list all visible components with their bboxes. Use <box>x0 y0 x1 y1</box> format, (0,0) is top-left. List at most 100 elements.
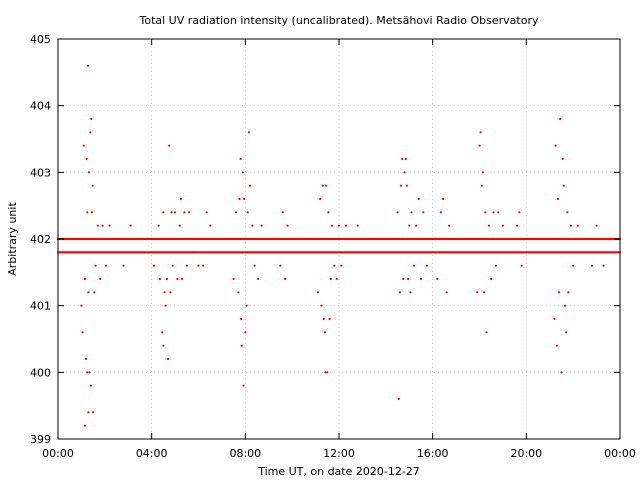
x-tick-label: 04:00 <box>136 447 168 460</box>
data-point <box>171 264 174 267</box>
data-point <box>325 184 328 187</box>
data-point <box>87 411 90 414</box>
data-point <box>408 224 411 227</box>
data-point <box>257 277 260 281</box>
data-point <box>476 291 479 294</box>
data-point <box>447 224 451 227</box>
data-point <box>417 197 420 201</box>
data-point <box>209 224 212 227</box>
data-point <box>202 264 205 267</box>
data-point <box>168 144 171 147</box>
data-point <box>319 197 322 201</box>
data-point <box>560 371 563 374</box>
data-point <box>238 197 241 201</box>
data-point <box>425 264 428 267</box>
data-point <box>324 371 327 374</box>
data-point <box>563 304 567 307</box>
data-point <box>129 224 132 227</box>
data-point <box>330 224 334 227</box>
data-point <box>104 264 108 267</box>
data-point <box>515 224 519 227</box>
data-point <box>402 277 405 281</box>
data-point <box>415 224 418 227</box>
data-point <box>484 211 487 214</box>
y-tick-label: 399 <box>30 433 51 446</box>
data-point <box>326 371 329 374</box>
data-point <box>480 184 483 187</box>
data-point <box>410 211 413 214</box>
data-point <box>91 184 94 187</box>
data-point <box>188 211 191 214</box>
data-point <box>158 277 161 281</box>
data-point <box>490 277 493 281</box>
data-point <box>122 264 125 267</box>
data-point <box>86 64 90 67</box>
y-tick-label: 401 <box>30 300 51 313</box>
data-point <box>602 264 605 267</box>
data-point <box>87 291 90 294</box>
data-point <box>558 291 561 294</box>
data-point <box>85 357 88 361</box>
data-point <box>163 291 166 294</box>
data-point <box>170 211 173 214</box>
data-point <box>87 171 91 174</box>
data-point <box>164 304 167 307</box>
data-point <box>335 277 338 281</box>
data-point <box>322 317 325 321</box>
data-point <box>83 277 87 281</box>
data-point <box>333 264 336 267</box>
data-point <box>439 211 442 214</box>
data-point <box>520 264 523 267</box>
data-point <box>328 317 331 321</box>
data-point <box>165 277 168 281</box>
data-point <box>245 304 248 307</box>
data-point <box>179 197 183 201</box>
data-point <box>101 224 104 227</box>
data-point <box>494 264 497 267</box>
data-point <box>232 277 235 281</box>
data-point <box>243 197 246 201</box>
data-point <box>483 291 486 294</box>
data-point <box>90 117 93 121</box>
y-tick-label: 403 <box>30 166 51 179</box>
data-point <box>401 157 404 161</box>
data-point <box>320 304 323 307</box>
x-tick-label: 12:00 <box>323 447 355 460</box>
data-point <box>559 117 562 121</box>
data-point <box>404 157 407 161</box>
data-point <box>590 264 594 267</box>
data-point <box>178 224 181 227</box>
data-point <box>94 264 97 267</box>
y-tick-label: 400 <box>30 366 51 379</box>
data-point <box>173 211 177 214</box>
x-axis-label: Time UT, on date 2020-12-27 <box>257 465 420 478</box>
data-point <box>192 251 195 254</box>
data-point <box>329 277 332 281</box>
data-point <box>234 211 238 214</box>
data-point <box>344 224 348 227</box>
data-point <box>572 264 575 267</box>
data-point <box>565 331 568 334</box>
data-point <box>286 224 289 227</box>
data-point <box>242 384 245 387</box>
data-point <box>253 264 256 267</box>
data-point <box>240 317 243 321</box>
data-point <box>279 264 282 267</box>
data-point <box>93 291 96 294</box>
axis-ticks: 00:00 04:00 08:00 12:00 16:00 20:00 00:0039940… <box>30 33 636 460</box>
data-point <box>485 331 488 334</box>
data-point <box>247 131 250 134</box>
data-point <box>83 424 87 427</box>
y-tick-label: 405 <box>30 33 51 46</box>
data-point <box>241 171 245 174</box>
data-point <box>321 184 324 187</box>
data-point <box>99 277 102 281</box>
data-point <box>595 224 598 227</box>
data-point <box>436 277 439 281</box>
data-point <box>323 331 327 334</box>
data-point <box>327 211 330 214</box>
y-tick-label: 402 <box>30 233 51 246</box>
data-point <box>80 304 83 307</box>
data-point <box>246 211 249 214</box>
